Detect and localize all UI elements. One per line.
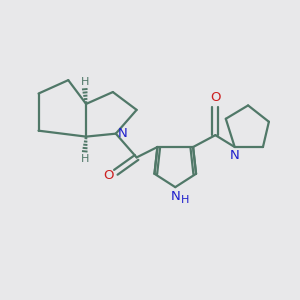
Text: H: H	[181, 195, 189, 205]
Text: H: H	[80, 76, 89, 87]
Text: O: O	[103, 169, 114, 182]
Text: H: H	[80, 154, 89, 164]
Text: O: O	[210, 92, 220, 104]
Text: N: N	[170, 190, 180, 202]
Text: N: N	[230, 149, 240, 162]
Text: N: N	[118, 127, 127, 140]
